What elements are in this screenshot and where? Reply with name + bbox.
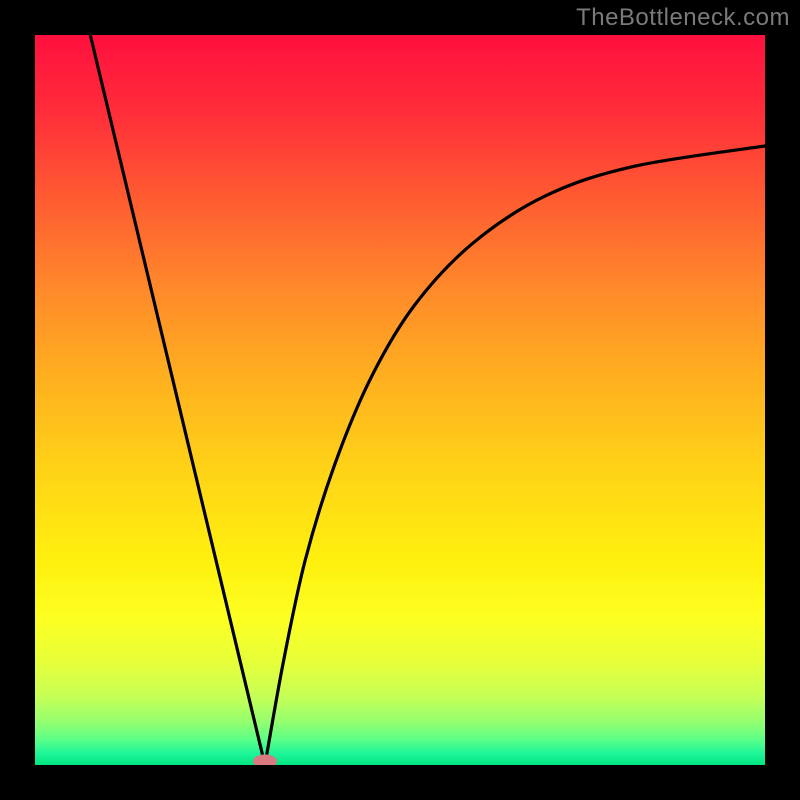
plot-background-gradient (35, 35, 765, 765)
chart-stage: TheBottleneck.com (0, 0, 800, 800)
watermark-text: TheBottleneck.com (576, 4, 790, 32)
chart-svg (0, 0, 800, 800)
